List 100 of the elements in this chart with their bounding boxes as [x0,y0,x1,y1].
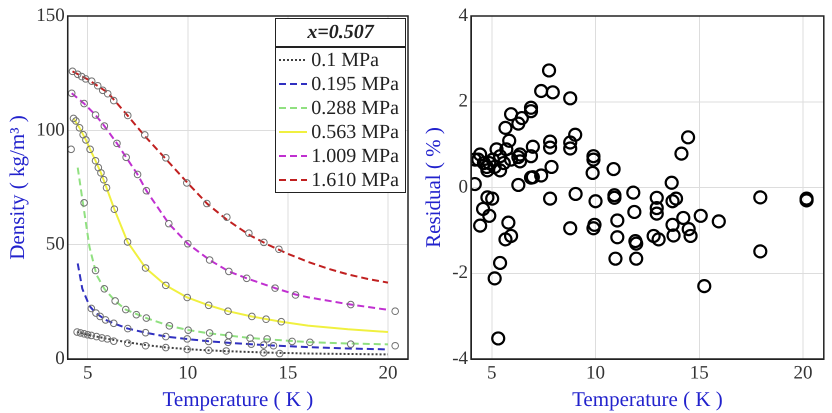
point [246,334,254,342]
point [183,179,191,187]
point [245,229,253,238]
point [74,70,82,78]
point [124,339,132,348]
y-tick-label: 4 [458,4,469,26]
point [110,320,118,328]
point [204,346,212,354]
legend-label: 0.1 MPa [311,48,379,72]
y-tick-label: 0 [55,348,65,369]
point [80,100,88,108]
x-tick-label: 20 [378,362,398,384]
point [262,315,270,324]
point [183,294,192,302]
point [100,285,108,293]
x-tick-label: 5 [82,362,92,384]
point [68,89,76,98]
point [86,146,94,154]
point [97,169,105,177]
point [346,300,355,308]
point [203,200,211,208]
point [100,122,108,130]
y-axis-title: Density ( kg/m³ ) [5,115,30,260]
y-tick-label: 100 [36,119,65,140]
point [142,342,150,350]
point [70,114,78,122]
point [132,310,140,318]
point [247,340,256,348]
x-tick-label: 15 [278,362,298,384]
point [142,328,150,337]
point [111,297,119,305]
point [102,184,110,192]
point [122,154,130,162]
point [98,334,106,342]
point [248,312,256,320]
point [134,170,142,178]
point [270,342,278,350]
point [92,156,100,165]
point [292,291,300,299]
point [183,346,192,354]
point [275,245,283,254]
point [164,220,173,228]
legend-label: 1.009 MPa [311,144,399,168]
point [166,322,174,330]
point [82,75,90,83]
point [72,117,80,125]
point [162,344,170,352]
point [391,307,399,316]
point [88,304,96,312]
point [102,316,110,324]
legend-label: 0.195 MPa [311,72,399,96]
x-tick-label: 20 [794,362,813,384]
point [80,199,88,207]
point [306,338,314,346]
point [288,338,296,346]
point [225,268,233,276]
legend-label: 0.288 MPa [311,96,399,120]
point [94,82,102,90]
point [84,330,92,339]
point [98,86,107,94]
point [96,312,104,320]
point [76,329,84,337]
point [73,328,81,336]
point [224,307,232,316]
legend-title: x=0.507 [306,20,376,45]
point [82,136,90,144]
point [140,131,149,139]
point [88,332,96,340]
point [88,77,96,85]
x-tick-label: 10 [586,362,606,384]
point [204,301,212,310]
point [92,111,100,119]
point [263,335,271,343]
point [142,264,150,272]
point [184,326,192,334]
point [277,318,286,326]
point [162,332,170,340]
point [92,266,100,274]
x-tick-label: 15 [690,362,709,384]
point [124,112,132,120]
x-tick-label: 10 [178,362,198,384]
point [271,284,279,292]
point [122,306,130,314]
y-tick-label: -2 [452,262,468,284]
point [206,256,214,264]
x-axis-title: Temperature ( K ) [572,386,723,411]
point [162,154,170,162]
point [276,350,284,358]
point [104,90,112,98]
legend-label: 0.563 MPa [311,120,399,144]
point [92,332,100,340]
point [223,213,231,222]
point [92,309,100,317]
point [206,329,214,337]
point [113,140,121,148]
point [222,347,230,355]
point [142,314,150,322]
legend-label: 1.610 MPa [311,168,399,192]
point [94,164,102,172]
point [184,240,192,248]
